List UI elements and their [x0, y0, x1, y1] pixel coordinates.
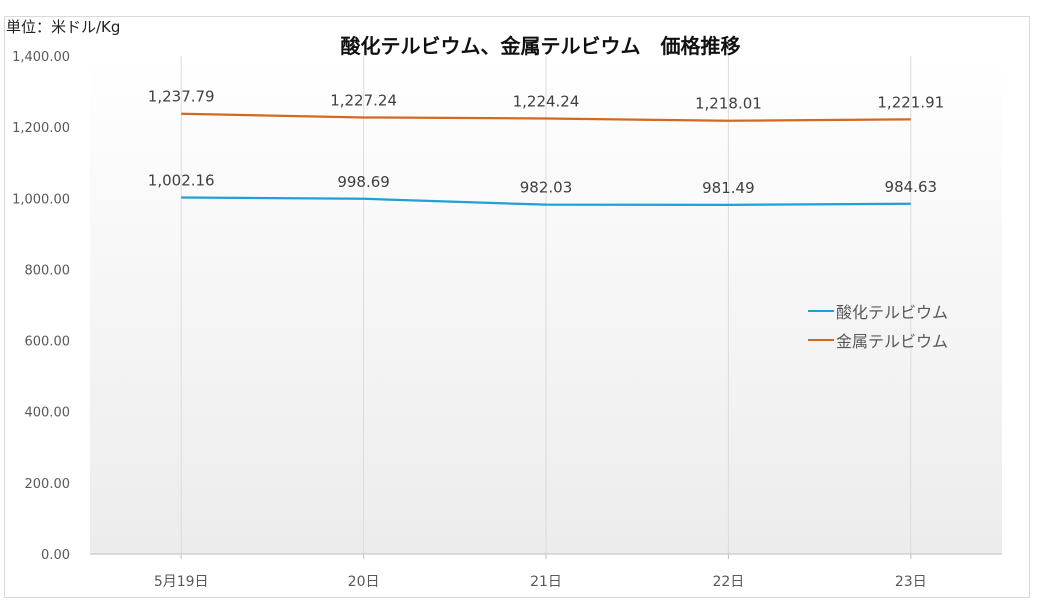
x-tick-label: 20日	[348, 574, 380, 590]
x-tick-label: 22日	[712, 574, 744, 590]
y-tick-label: 0.00	[41, 548, 70, 563]
y-tick-label: 400.00	[25, 406, 71, 421]
data-label: 1,224.24	[513, 93, 580, 111]
data-label: 1,002.16	[148, 172, 215, 190]
unit-label: 単位：米ドル/Kg	[6, 18, 121, 36]
y-tick-label: 200.00	[25, 477, 71, 492]
x-tick-label: 5月19日	[154, 574, 209, 590]
y-tick-label: 800.00	[25, 263, 71, 278]
legend-swatch	[808, 309, 834, 312]
legend-label: 金属テルビウム	[836, 331, 949, 351]
x-tick-label: 23日	[895, 574, 927, 590]
y-tick-label: 1,000.00	[12, 192, 70, 207]
data-label: 981.49	[702, 179, 755, 197]
legend-swatch	[808, 338, 834, 341]
y-tick-label: 1,200.00	[12, 121, 70, 136]
data-label: 998.69	[337, 173, 390, 191]
y-tick-label: 1,400.00	[12, 50, 70, 65]
data-label: 1,237.79	[148, 88, 215, 106]
x-tick-label: 21日	[530, 574, 562, 590]
data-label: 984.63	[885, 178, 938, 196]
y-tick-label: 600.00	[25, 335, 71, 350]
data-label: 1,218.01	[695, 95, 762, 113]
data-label: 982.03	[520, 179, 573, 197]
legend-item-series-0: 酸化テルビウム	[808, 296, 948, 325]
legend-label: 酸化テルビウム	[836, 302, 949, 322]
legend: 酸化テルビウム 金属テルビウム	[808, 296, 948, 354]
legend-item-series-1: 金属テルビウム	[808, 325, 948, 354]
chart-title: 酸化テルビウム、金属テルビウム 価格推移	[340, 34, 741, 58]
data-label: 1,221.91	[877, 93, 944, 111]
data-label: 1,227.24	[330, 91, 397, 109]
